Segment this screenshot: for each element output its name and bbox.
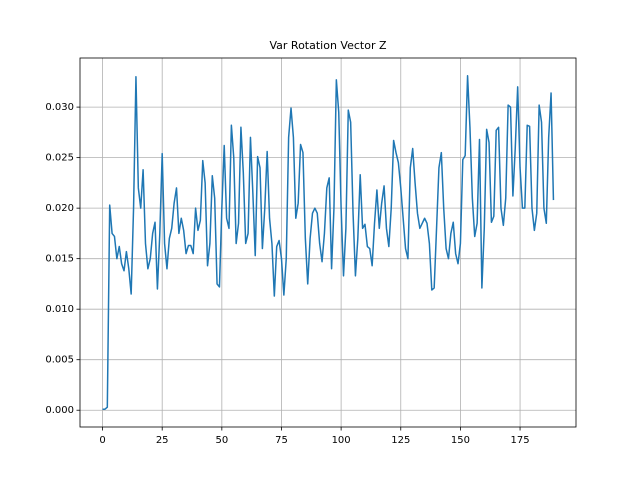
x-tick-label: 75 xyxy=(275,435,288,446)
data-line xyxy=(102,75,555,410)
y-tick-label: 0.005 xyxy=(45,355,74,366)
chart-title: Var Rotation Vector Z xyxy=(269,39,386,52)
y-tick-label: 0.025 xyxy=(45,153,74,164)
y-tick-label: 0.030 xyxy=(45,102,74,113)
x-tick-label: 175 xyxy=(511,435,530,446)
x-tick-label: 100 xyxy=(332,435,351,446)
y-tick-label: 0.020 xyxy=(45,203,74,214)
y-tick-label: 0.010 xyxy=(45,304,74,315)
x-tick-label: 125 xyxy=(391,435,410,446)
y-tick-label: 0.000 xyxy=(45,405,74,416)
x-tick-label: 25 xyxy=(156,435,169,446)
y-tick-label: 0.015 xyxy=(45,254,74,265)
plot-frame xyxy=(79,57,577,428)
x-tick-label: 0 xyxy=(99,435,105,446)
x-tick-label: 150 xyxy=(451,435,470,446)
x-tick-label: 50 xyxy=(215,435,228,446)
